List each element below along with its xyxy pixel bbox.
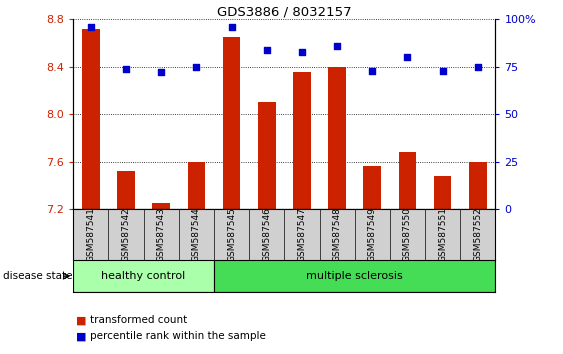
Bar xyxy=(293,72,311,209)
Text: transformed count: transformed count xyxy=(90,315,187,325)
Text: GSM587552: GSM587552 xyxy=(473,207,482,262)
Bar xyxy=(328,67,346,209)
Point xyxy=(368,68,377,73)
Bar xyxy=(258,102,275,209)
Bar xyxy=(434,176,452,209)
Bar xyxy=(153,203,170,209)
Text: GSM587548: GSM587548 xyxy=(333,207,342,262)
Text: GSM587549: GSM587549 xyxy=(368,207,377,262)
Text: disease state: disease state xyxy=(3,271,72,281)
Title: GDS3886 / 8032157: GDS3886 / 8032157 xyxy=(217,5,352,18)
Text: GSM587542: GSM587542 xyxy=(122,207,131,262)
Text: healthy control: healthy control xyxy=(101,271,186,281)
Point xyxy=(227,24,236,30)
Bar xyxy=(469,161,486,209)
Bar xyxy=(73,260,214,292)
Text: ■: ■ xyxy=(76,315,87,325)
Point xyxy=(473,64,482,70)
Bar xyxy=(364,166,381,209)
Bar xyxy=(117,171,135,209)
Text: GSM587543: GSM587543 xyxy=(157,207,166,262)
Bar xyxy=(214,260,495,292)
Point xyxy=(297,49,306,55)
Text: GSM587550: GSM587550 xyxy=(403,207,412,262)
Point xyxy=(262,47,271,53)
Text: ■: ■ xyxy=(76,331,87,341)
Bar xyxy=(187,161,205,209)
Text: GSM587545: GSM587545 xyxy=(227,207,236,262)
Bar xyxy=(82,29,100,209)
Text: GSM587544: GSM587544 xyxy=(192,207,201,262)
Point xyxy=(333,43,342,49)
Point xyxy=(403,55,412,60)
Text: percentile rank within the sample: percentile rank within the sample xyxy=(90,331,266,341)
Bar xyxy=(399,152,416,209)
Text: GSM587551: GSM587551 xyxy=(438,207,447,262)
Bar xyxy=(223,37,240,209)
Text: GSM587546: GSM587546 xyxy=(262,207,271,262)
Text: GSM587547: GSM587547 xyxy=(297,207,306,262)
Point xyxy=(438,68,447,73)
Point xyxy=(122,66,131,72)
Point xyxy=(192,64,201,70)
Text: GSM587541: GSM587541 xyxy=(86,207,95,262)
Point xyxy=(157,70,166,75)
Point xyxy=(86,24,95,30)
Text: multiple sclerosis: multiple sclerosis xyxy=(306,271,403,281)
